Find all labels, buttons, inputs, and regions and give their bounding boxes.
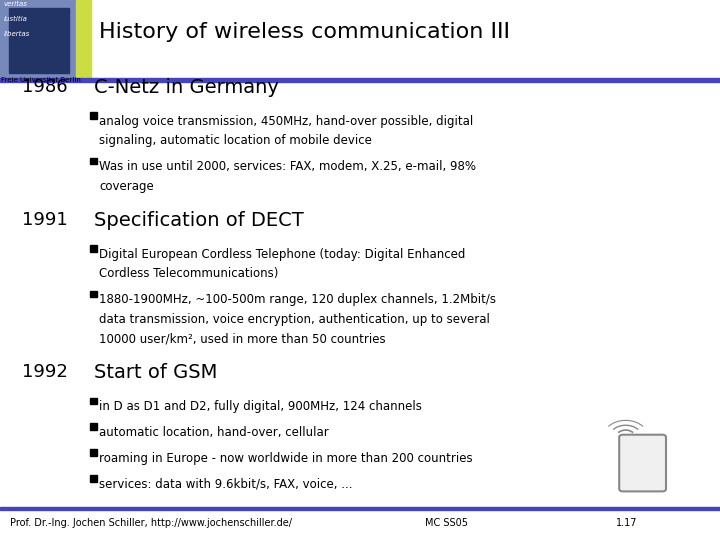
- Bar: [0, 507, 720, 510]
- Text: in D as D1 and D2, fully digital, 900MHz, 124 channels: in D as D1 and D2, fully digital, 900MHz…: [99, 400, 422, 413]
- Text: Was in use until 2000, services: FAX, modem, X.25, e-mail, 98%: Was in use until 2000, services: FAX, mo…: [99, 160, 477, 173]
- Bar: [9, 8, 69, 73]
- Text: 1992: 1992: [22, 363, 68, 381]
- Text: veritas: veritas: [4, 1, 27, 7]
- Text: Start of GSM: Start of GSM: [94, 363, 217, 382]
- Text: Digital European Cordless Telephone (today: Digital Enhanced: Digital European Cordless Telephone (tod…: [99, 248, 466, 261]
- Bar: [90, 112, 97, 119]
- Text: 10000 user/km², used in more than 50 countries: 10000 user/km², used in more than 50 cou…: [99, 332, 386, 345]
- Text: C-Netz in Germany: C-Netz in Germany: [94, 78, 279, 97]
- Text: libertas: libertas: [4, 31, 30, 37]
- Text: automatic location, hand-over, cellular: automatic location, hand-over, cellular: [99, 426, 329, 439]
- Text: Prof. Dr.-Ing. Jochen Schiller, http://www.jochenschiller.de/: Prof. Dr.-Ing. Jochen Schiller, http://w…: [10, 518, 292, 529]
- Bar: [90, 158, 97, 164]
- Text: Freie Universitat Berlin: Freie Universitat Berlin: [1, 77, 81, 83]
- Text: data transmission, voice encryption, authentication, up to several: data transmission, voice encryption, aut…: [99, 313, 490, 326]
- Bar: [0, 78, 720, 82]
- Text: signaling, automatic location of mobile device: signaling, automatic location of mobile …: [99, 134, 372, 147]
- Text: 1986: 1986: [22, 78, 67, 96]
- Text: Cordless Telecommunications): Cordless Telecommunications): [99, 267, 279, 280]
- Bar: [90, 397, 97, 404]
- Bar: [76, 0, 91, 78]
- Text: 1991: 1991: [22, 211, 68, 229]
- Text: 1.17: 1.17: [616, 518, 637, 529]
- Text: roaming in Europe - now worldwide in more than 200 countries: roaming in Europe - now worldwide in mor…: [99, 452, 473, 465]
- FancyBboxPatch shape: [619, 435, 666, 491]
- Bar: [90, 475, 97, 482]
- Text: analog voice transmission, 450MHz, hand-over possible, digital: analog voice transmission, 450MHz, hand-…: [99, 115, 474, 128]
- Text: services: data with 9.6kbit/s, FAX, voice, ...: services: data with 9.6kbit/s, FAX, voic…: [99, 478, 353, 491]
- Text: Specification of DECT: Specification of DECT: [94, 211, 303, 230]
- Text: iustitia: iustitia: [4, 16, 27, 22]
- Bar: [90, 245, 97, 252]
- Text: 1880-1900MHz, ~100-500m range, 120 duplex channels, 1.2Mbit/s: 1880-1900MHz, ~100-500m range, 120 duple…: [99, 293, 496, 306]
- Bar: [90, 423, 97, 430]
- Text: MC SS05: MC SS05: [425, 518, 468, 529]
- Bar: [90, 449, 97, 456]
- Bar: [90, 291, 97, 297]
- Text: History of wireless communication III: History of wireless communication III: [99, 22, 510, 42]
- Text: coverage: coverage: [99, 180, 154, 193]
- Bar: [0, 0, 76, 78]
